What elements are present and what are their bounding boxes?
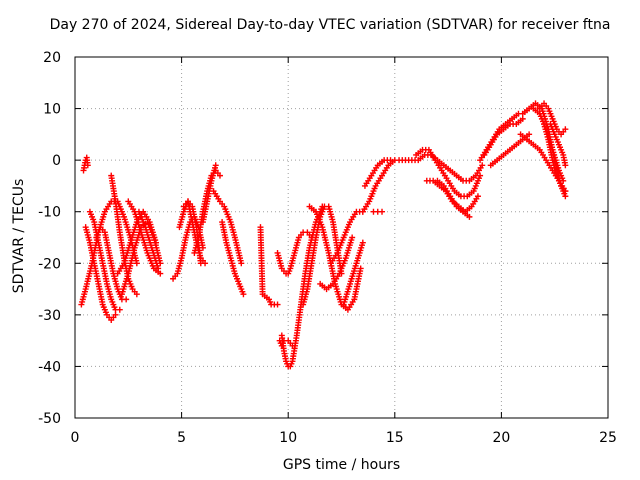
data-point — [216, 172, 223, 179]
series-arc-p — [210, 188, 245, 267]
data-point — [519, 115, 526, 122]
data-point — [562, 193, 569, 200]
y-tick-label: -40 — [38, 359, 61, 375]
x-tick-label: 25 — [599, 430, 617, 446]
data-point — [116, 306, 123, 313]
y-axis-label: SDTVAR / TECUs — [11, 178, 27, 294]
x-tick-label: 15 — [386, 430, 404, 446]
data-point — [466, 213, 473, 220]
data-point — [112, 311, 119, 318]
data-point — [349, 234, 356, 241]
y-tick-label: 10 — [43, 102, 61, 118]
series-arc-ap — [547, 121, 569, 169]
series-arc-c — [80, 154, 91, 174]
series-arc-s — [274, 229, 315, 277]
data-point — [202, 260, 209, 267]
y-tick-label: 20 — [43, 50, 61, 66]
series-arc-d — [86, 208, 123, 313]
series-arc-ab — [361, 157, 394, 189]
data-points — [78, 100, 569, 370]
chart-title: Day 270 of 2024, Sidereal Day-to-day VTE… — [49, 17, 611, 33]
series-arc-o — [199, 162, 219, 226]
plot-frame — [74, 56, 609, 419]
series-arc-ag — [434, 177, 473, 220]
data-point — [238, 260, 245, 267]
data-point — [379, 208, 386, 215]
series-arc-x — [317, 234, 356, 293]
data-point — [474, 193, 481, 200]
y-tick-label: 0 — [52, 153, 61, 169]
data-point — [240, 291, 247, 298]
series-arc-ai — [481, 115, 526, 158]
data-point — [84, 162, 91, 169]
data-point — [387, 157, 394, 164]
y-tick-label: -20 — [38, 256, 61, 272]
data-point — [155, 265, 162, 272]
data-point — [477, 172, 484, 179]
series-arc-e — [93, 224, 130, 303]
data-point — [562, 126, 569, 133]
x-tick-label: 20 — [492, 430, 510, 446]
y-tick-label: -30 — [38, 308, 61, 324]
axis-ticks: 0 5 10 15 20 25 -50 -40 -30 -20 -10 0 10 20 — [38, 50, 617, 446]
data-point — [357, 265, 364, 272]
data-point — [212, 162, 219, 169]
series-arc-an — [536, 100, 569, 138]
x-tick-label: 5 — [177, 430, 186, 446]
data-point — [359, 239, 366, 246]
series-arc-q — [219, 219, 247, 298]
series-arc-ad — [396, 151, 486, 184]
data-point — [133, 291, 140, 298]
series-arc-y — [327, 208, 366, 267]
x-tick-label: 10 — [279, 430, 297, 446]
y-tick-label: -10 — [38, 205, 61, 221]
data-point — [274, 301, 281, 308]
x-tick-label: 0 — [71, 430, 80, 446]
series-arc-r — [257, 224, 281, 308]
series-arc-ac — [370, 208, 386, 215]
data-point — [157, 270, 164, 277]
data-point — [526, 131, 533, 138]
series-arc-j — [135, 208, 162, 272]
data-point — [133, 260, 140, 267]
data-point — [123, 296, 130, 303]
series-arc-ae — [413, 146, 484, 200]
y-tick-label: -50 — [38, 411, 61, 427]
series-arc-u — [276, 337, 296, 349]
data-point — [562, 162, 569, 169]
grid-lines — [75, 57, 608, 418]
series-arc-z — [340, 239, 366, 308]
series-arc-ao — [541, 121, 569, 200]
series-arc-b — [82, 224, 119, 324]
x-axis-label: GPS time / hours — [282, 457, 401, 473]
data-point — [289, 342, 296, 349]
data-point — [479, 162, 486, 169]
